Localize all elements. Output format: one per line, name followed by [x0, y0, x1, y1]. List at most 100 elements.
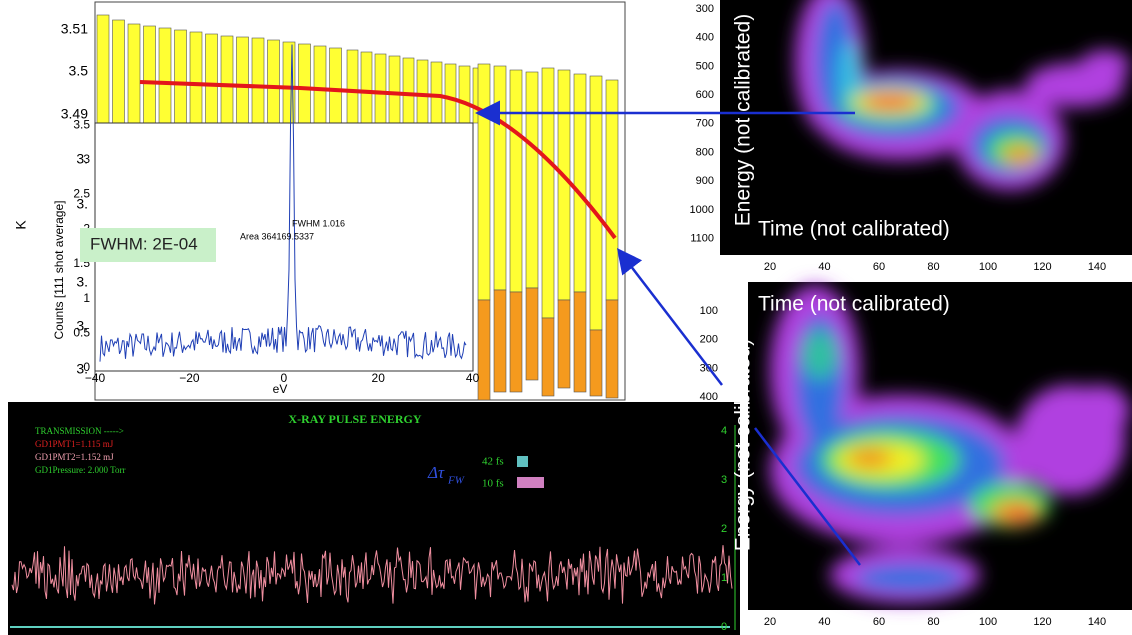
inset-x-label: eV: [273, 382, 288, 396]
hm-y-tick: 200: [700, 334, 718, 346]
bar: [525, 287, 539, 381]
bar: [158, 27, 172, 124]
bar: [477, 299, 491, 401]
pulse-trace: [11, 545, 733, 605]
heat-blob: [1006, 509, 1034, 521]
pulse-tick-label: 2: [721, 523, 727, 535]
badge-bg: [80, 228, 216, 262]
bar: [557, 69, 571, 301]
inset-x-tick-label: 40: [466, 371, 480, 385]
spectrum-line: [99, 44, 467, 362]
hm-x-tick: 140: [1088, 261, 1106, 273]
bar: [329, 47, 342, 124]
hm-x-tick: 60: [873, 261, 885, 273]
heatmap-y-label: Energy (not calibrated): [732, 339, 755, 551]
bar: [127, 23, 141, 124]
hm-x-tick: 100: [979, 616, 997, 628]
bar: [360, 51, 373, 124]
bar: [605, 299, 619, 399]
bar: [541, 317, 555, 397]
bar: [493, 65, 507, 291]
pulse-tick-label: 4: [721, 425, 727, 437]
inset-y-tick-label: 2.5: [73, 187, 90, 201]
legend-swatch: [517, 477, 544, 488]
heatmap-top: [795, 0, 1130, 190]
bar: [143, 25, 156, 124]
bar: [416, 59, 429, 124]
heat-blob: [848, 448, 892, 468]
inset-x-tick-label: −20: [179, 371, 200, 385]
bar: [313, 45, 327, 124]
inset-y-tick-label: 3.5: [73, 117, 90, 131]
inset-x-tick-label: −40: [85, 371, 106, 385]
bar: [112, 19, 125, 124]
hm-x-tick: 120: [1033, 616, 1051, 628]
inset-y-tick-label: 0.5: [73, 325, 90, 339]
bar: [189, 31, 203, 124]
hm-y-tick: 1000: [690, 204, 714, 216]
bar: [205, 33, 218, 124]
y-tick-label: 3.5: [69, 63, 89, 79]
hm-y-tick: 100: [700, 305, 718, 317]
hm-y-tick: 700: [696, 118, 714, 130]
legend-entry: 42 fs: [482, 456, 504, 468]
hm-x-tick: 80: [927, 616, 939, 628]
inset-x-tick-label: 0: [280, 371, 287, 385]
status-line: GD1PMT2=1.152 mJ: [35, 452, 114, 462]
legend-entry: 10 fs: [482, 478, 504, 490]
bar: [96, 14, 110, 124]
legend-symbol: Δτ: [427, 463, 445, 482]
area-annotation: Area 364169.5337: [240, 231, 314, 241]
heat-blob: [802, 330, 838, 380]
pulse-ticks: 0 1 2 3 4: [721, 425, 727, 633]
hm-x-tick: 40: [818, 261, 830, 273]
bar: [525, 71, 539, 289]
hm-x-tick: 140: [1088, 616, 1106, 628]
hm-x-tick: 80: [927, 261, 939, 273]
heatmap-x-label: Time (not calibrated): [758, 293, 950, 316]
bar: [236, 36, 249, 124]
status-line: GD1Pressure: 2.000 Torr: [35, 465, 125, 475]
inset-y-tick-label: 1: [83, 291, 90, 305]
bar: [267, 39, 280, 124]
heatmap-bottom: [770, 285, 1130, 603]
bar: [346, 49, 359, 124]
fwhm-badge: FWHM: 2E-04: [90, 234, 198, 253]
y-ticks: 3.513.53.493.3.3.3.3.: [61, 21, 88, 377]
heat-blob: [1080, 50, 1130, 80]
bar: [509, 69, 523, 293]
heat-blob: [855, 564, 965, 592]
pulse-tick-label: 3: [721, 474, 727, 486]
arrow: [754, 427, 861, 566]
hm-y-tick: 600: [696, 89, 714, 101]
bar: [298, 43, 311, 124]
y-tick-label: 3.: [76, 274, 88, 290]
y-tick-label: 3.51: [61, 21, 88, 37]
bar: [251, 37, 265, 124]
bar: [509, 291, 523, 393]
y-tick-label: 3.49: [61, 106, 88, 122]
inset-y-label: Counts [111 shot average]: [52, 201, 66, 340]
hm-y-tick: 900: [696, 175, 714, 187]
pulse-panel: [8, 402, 740, 635]
bar: [541, 67, 555, 319]
bar: [402, 57, 415, 124]
y-axis-label: K: [13, 220, 29, 230]
fwhm-annotation: FWHM 1.016: [292, 218, 345, 228]
hm-y-tick: 300: [696, 3, 714, 15]
bar: [557, 299, 571, 389]
fit-curve: [139, 80, 617, 240]
y-tick-label: 3.: [76, 361, 88, 377]
y-tick-label: 3.: [76, 196, 88, 212]
bar: [174, 29, 187, 124]
hm-y-tick: 400: [700, 391, 718, 403]
hm-y-tick: 400: [696, 32, 714, 44]
bar: [493, 289, 507, 393]
heatmap-x-label: Time (not calibrated): [758, 218, 950, 241]
heat-blob: [1002, 145, 1038, 165]
status-line: TRANSMISSION ----->: [35, 426, 124, 436]
hm-y-tick: 1100: [690, 233, 714, 245]
